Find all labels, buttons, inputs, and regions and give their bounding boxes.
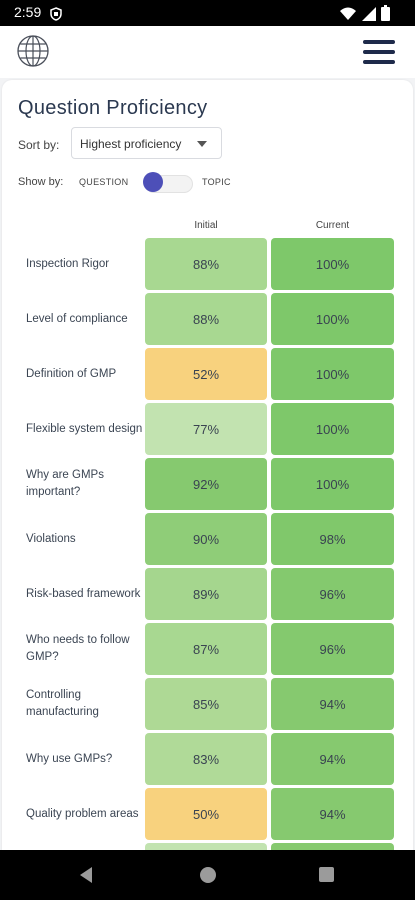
question-label: Flexible system design	[26, 422, 143, 435]
show-by-label: Show by:	[18, 176, 64, 188]
current-score-cell: 100%	[271, 458, 394, 510]
initial-score-cell: 92%	[145, 458, 267, 510]
initial-score-cell: 83%	[145, 733, 267, 785]
proficiency-card: Question Proficiency Sort by: Highest pr…	[2, 80, 413, 860]
wifi-icon	[340, 6, 356, 25]
question-label: Violations	[26, 532, 76, 545]
table-row: Risk-based framework 89% 96%	[2, 568, 413, 623]
toggle-option-topic[interactable]: TOPIC	[202, 177, 231, 187]
table-row: Quality problem areas 50% 94%	[2, 788, 413, 843]
initial-score-cell: 90%	[145, 513, 267, 565]
table-row: Definition of GMP 52% 100%	[2, 348, 413, 403]
initial-score-cell: 88%	[145, 238, 267, 290]
signal-icon	[362, 6, 376, 25]
sort-select-value: Highest proficiency	[80, 137, 182, 151]
initial-score-cell: 89%	[145, 568, 267, 620]
current-score-cell: 98%	[271, 513, 394, 565]
status-time: 2:59	[14, 4, 42, 20]
current-score-cell: 96%	[271, 568, 394, 620]
question-label: Inspection Rigor	[26, 257, 110, 270]
column-header-current: Current	[315, 220, 350, 231]
question-label: Controlling manufacturing	[26, 689, 99, 718]
back-icon[interactable]	[80, 867, 92, 883]
initial-score-cell: 50%	[145, 788, 267, 840]
current-score-cell: 94%	[271, 678, 394, 730]
proficiency-table: Inspection Rigor 88% 100% Level of compl…	[2, 238, 413, 860]
home-icon[interactable]	[200, 867, 216, 883]
table-row: Why are GMPs important? 92% 100%	[2, 458, 413, 513]
question-label: Level of compliance	[26, 312, 128, 325]
current-score-cell: 100%	[271, 403, 394, 455]
question-label: Why are GMPs important?	[26, 469, 104, 498]
app-bar	[0, 26, 415, 78]
question-label: Who needs to follow GMP?	[26, 634, 130, 663]
initial-score-cell: 77%	[145, 403, 267, 455]
hamburger-menu-icon[interactable]	[363, 40, 395, 64]
question-label: Why use GMPs?	[26, 752, 113, 765]
question-topic-toggle[interactable]	[143, 171, 193, 193]
current-score-cell: 100%	[271, 348, 394, 400]
toggle-knob	[143, 172, 163, 192]
status-bar: 2:59	[0, 0, 415, 26]
question-label: Quality problem areas	[26, 807, 139, 820]
current-score-cell: 100%	[271, 238, 394, 290]
sort-select[interactable]: Highest proficiency	[71, 127, 222, 159]
table-row: Controlling manufacturing 85% 94%	[2, 678, 413, 733]
question-label: Definition of GMP	[26, 367, 117, 380]
current-score-cell: 100%	[271, 293, 394, 345]
shield-icon	[50, 6, 62, 25]
current-score-cell: 96%	[271, 623, 394, 675]
question-label: Risk-based framework	[26, 587, 141, 600]
current-score-cell: 94%	[271, 788, 394, 840]
battery-icon	[381, 5, 390, 25]
initial-score-cell: 87%	[145, 623, 267, 675]
recents-icon[interactable]	[319, 867, 334, 882]
table-row: Flexible system design 77% 100%	[2, 403, 413, 458]
caret-down-icon	[197, 141, 207, 147]
globe-icon[interactable]	[16, 34, 50, 68]
table-row: Inspection Rigor 88% 100%	[2, 238, 413, 293]
page-title: Question Proficiency	[18, 97, 208, 119]
initial-score-cell: 85%	[145, 678, 267, 730]
table-row: Who needs to follow GMP? 87% 96%	[2, 623, 413, 678]
initial-score-cell: 52%	[145, 348, 267, 400]
current-score-cell: 94%	[271, 733, 394, 785]
system-nav-bar	[0, 850, 415, 900]
table-row: Level of compliance 88% 100%	[2, 293, 413, 348]
toggle-option-question[interactable]: QUESTION	[79, 177, 129, 187]
sort-label: Sort by:	[18, 138, 60, 152]
column-header-initial: Initial	[194, 220, 218, 231]
initial-score-cell: 88%	[145, 293, 267, 345]
table-row: Why use GMPs? 83% 94%	[2, 733, 413, 788]
table-row: Violations 90% 98%	[2, 513, 413, 568]
